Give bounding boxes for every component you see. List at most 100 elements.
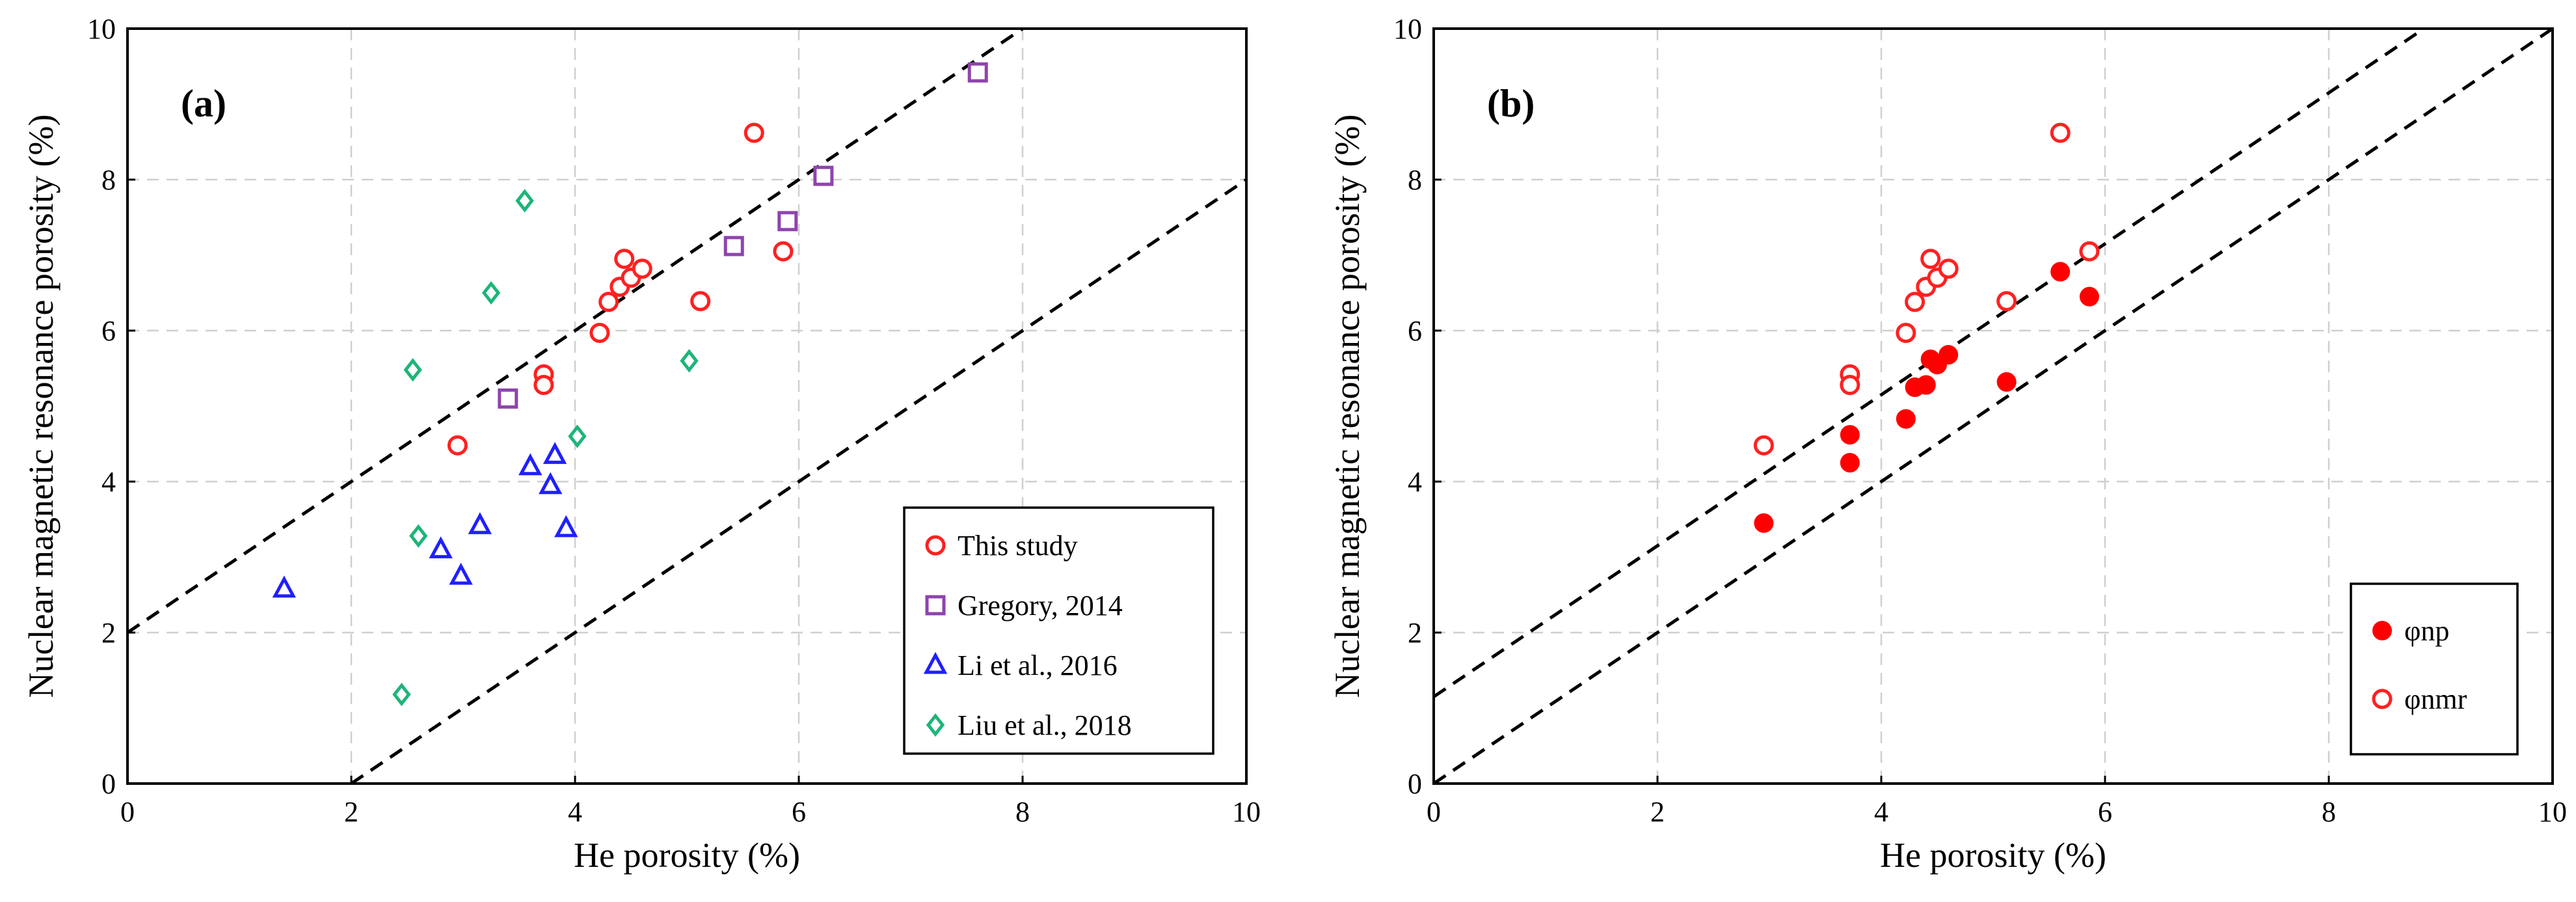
y-tick-label: 2 <box>101 617 116 649</box>
x-tick-label: 2 <box>344 796 358 828</box>
legend-label: φnp <box>2404 615 2449 647</box>
panel-label: (b) <box>1487 82 1535 125</box>
series-li-et-al-2016 <box>272 442 578 598</box>
data-point <box>2079 286 2099 307</box>
data-point <box>1996 291 2017 312</box>
x-tick-label: 6 <box>2098 796 2112 828</box>
y-tick-label: 6 <box>101 315 116 347</box>
data-point <box>1840 425 1860 445</box>
x-tick-label: 0 <box>120 796 135 828</box>
legend-label: φnmr <box>2404 683 2467 715</box>
x-tick-label: 6 <box>792 796 806 828</box>
data-point <box>538 472 563 495</box>
data-point <box>723 236 744 256</box>
data-point <box>409 524 428 548</box>
data-point <box>598 292 619 312</box>
data-point <box>1840 375 1860 396</box>
y-tick-label: 0 <box>1408 768 1422 800</box>
reference-line <box>127 29 1024 635</box>
y-tick-label: 2 <box>1408 617 1422 649</box>
data-point <box>481 280 501 305</box>
data-point <box>498 388 518 409</box>
plot-frame <box>126 27 1248 785</box>
legend-box <box>2350 582 2519 756</box>
reference-line <box>350 178 1246 784</box>
x-tick-label: 0 <box>1427 796 1441 828</box>
data-point <box>1905 292 1925 312</box>
x-tick-label: 8 <box>1015 796 1030 828</box>
x-tick-label: 10 <box>2538 796 2567 828</box>
legend-marker <box>925 535 946 556</box>
legend-box <box>903 506 1214 755</box>
legend-marker <box>2372 689 2393 709</box>
legend-label: Liu et al., 2018 <box>958 709 1132 741</box>
legend-marker <box>2372 621 2392 640</box>
data-point <box>515 189 534 213</box>
data-point <box>773 241 794 262</box>
y-axis-label: Nuclear magnetic resonance porosity (%) <box>21 115 60 698</box>
x-tick-label: 10 <box>1232 796 1261 828</box>
data-point <box>1916 375 1936 395</box>
x-axis-label: He porosity (%) <box>1880 836 2106 875</box>
data-point <box>632 258 652 279</box>
data-point <box>1939 345 1959 365</box>
chart-panel-b: 0 2 4 6 8 10 0 2 4 6 8 10 He porosity (%) Nuclear mag… <box>1328 13 2567 875</box>
axis-ticks: 0 2 4 6 8 10 0 2 4 6 8 10 <box>1393 13 2567 828</box>
panel-label: (a) <box>181 82 226 125</box>
legend-label: Gregory, 2014 <box>958 590 1123 622</box>
data-point <box>1753 435 1774 456</box>
data-point <box>543 442 567 464</box>
data-point <box>554 515 578 538</box>
data-point <box>2079 241 2100 262</box>
y-tick-label: 8 <box>1408 164 1422 196</box>
series-this-study <box>447 122 794 456</box>
data-point <box>403 358 422 382</box>
y-tick-label: 10 <box>87 13 116 45</box>
data-point <box>447 435 468 456</box>
data-point <box>468 512 492 534</box>
data-point <box>429 536 453 558</box>
data-point <box>1920 249 1941 269</box>
data-point <box>690 291 711 312</box>
data-point <box>777 211 798 232</box>
legend-marker <box>926 713 945 737</box>
y-tick-label: 8 <box>101 164 116 196</box>
data-point <box>1996 372 2017 392</box>
data-point <box>1896 322 1916 343</box>
data-point <box>813 165 834 186</box>
data-point <box>1754 513 1774 533</box>
data-point <box>568 424 587 448</box>
legend: φnp φnmr <box>2350 582 2519 756</box>
data-point <box>518 453 543 476</box>
data-point <box>680 349 699 373</box>
series-np <box>1754 262 2099 533</box>
series-gregory-2014 <box>498 62 988 409</box>
y-tick-label: 0 <box>101 768 116 800</box>
series-nmr <box>1753 122 2100 456</box>
data-point <box>614 249 635 269</box>
x-tick-label: 2 <box>1650 796 1665 828</box>
y-axis-label: Nuclear magnetic resonance porosity (%) <box>1328 115 1367 698</box>
reference-line <box>1434 29 2553 784</box>
legend-label: Li et al., 2016 <box>958 649 1118 681</box>
data-point <box>2050 262 2071 282</box>
x-axis-label: He porosity (%) <box>574 836 800 875</box>
data-point <box>1896 409 1916 429</box>
data-point <box>533 375 554 396</box>
data-point <box>744 122 764 143</box>
data-point <box>449 562 473 585</box>
reference-lines <box>127 29 1246 784</box>
x-tick-label: 4 <box>1874 796 1888 828</box>
data-point <box>967 62 988 83</box>
data-point <box>392 683 411 707</box>
y-tick-label: 6 <box>1408 315 1422 347</box>
data-point <box>272 575 296 598</box>
y-tick-label: 4 <box>1408 466 1422 498</box>
legend-label: This study <box>958 530 1078 562</box>
chart-panel-a: 0 2 4 6 8 10 0 2 4 6 8 10 He porosity (%) Nuclear mag… <box>21 13 1261 875</box>
axis-ticks: 0 2 4 6 8 10 0 2 4 6 8 10 <box>87 13 1261 828</box>
legend: This study Gregory, 2014 Li et al., 2016 Li… <box>903 506 1214 755</box>
y-tick-label: 10 <box>1393 13 1422 45</box>
data-point <box>589 322 610 343</box>
